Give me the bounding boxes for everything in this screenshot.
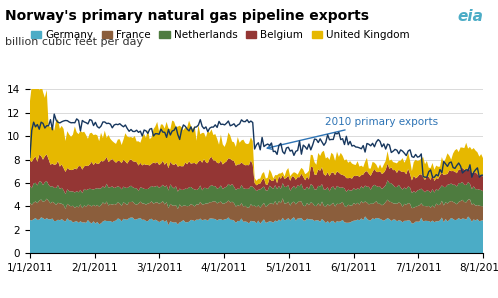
Text: 2010 primary exports: 2010 primary exports <box>267 117 438 149</box>
Text: billion cubic feet per day: billion cubic feet per day <box>5 37 143 47</box>
Legend: Germany, France, Netherlands, Belgium, United Kingdom: Germany, France, Netherlands, Belgium, U… <box>26 26 414 44</box>
Text: Norway's primary natural gas pipeline exports: Norway's primary natural gas pipeline ex… <box>5 9 369 23</box>
Text: eia: eia <box>457 9 483 24</box>
